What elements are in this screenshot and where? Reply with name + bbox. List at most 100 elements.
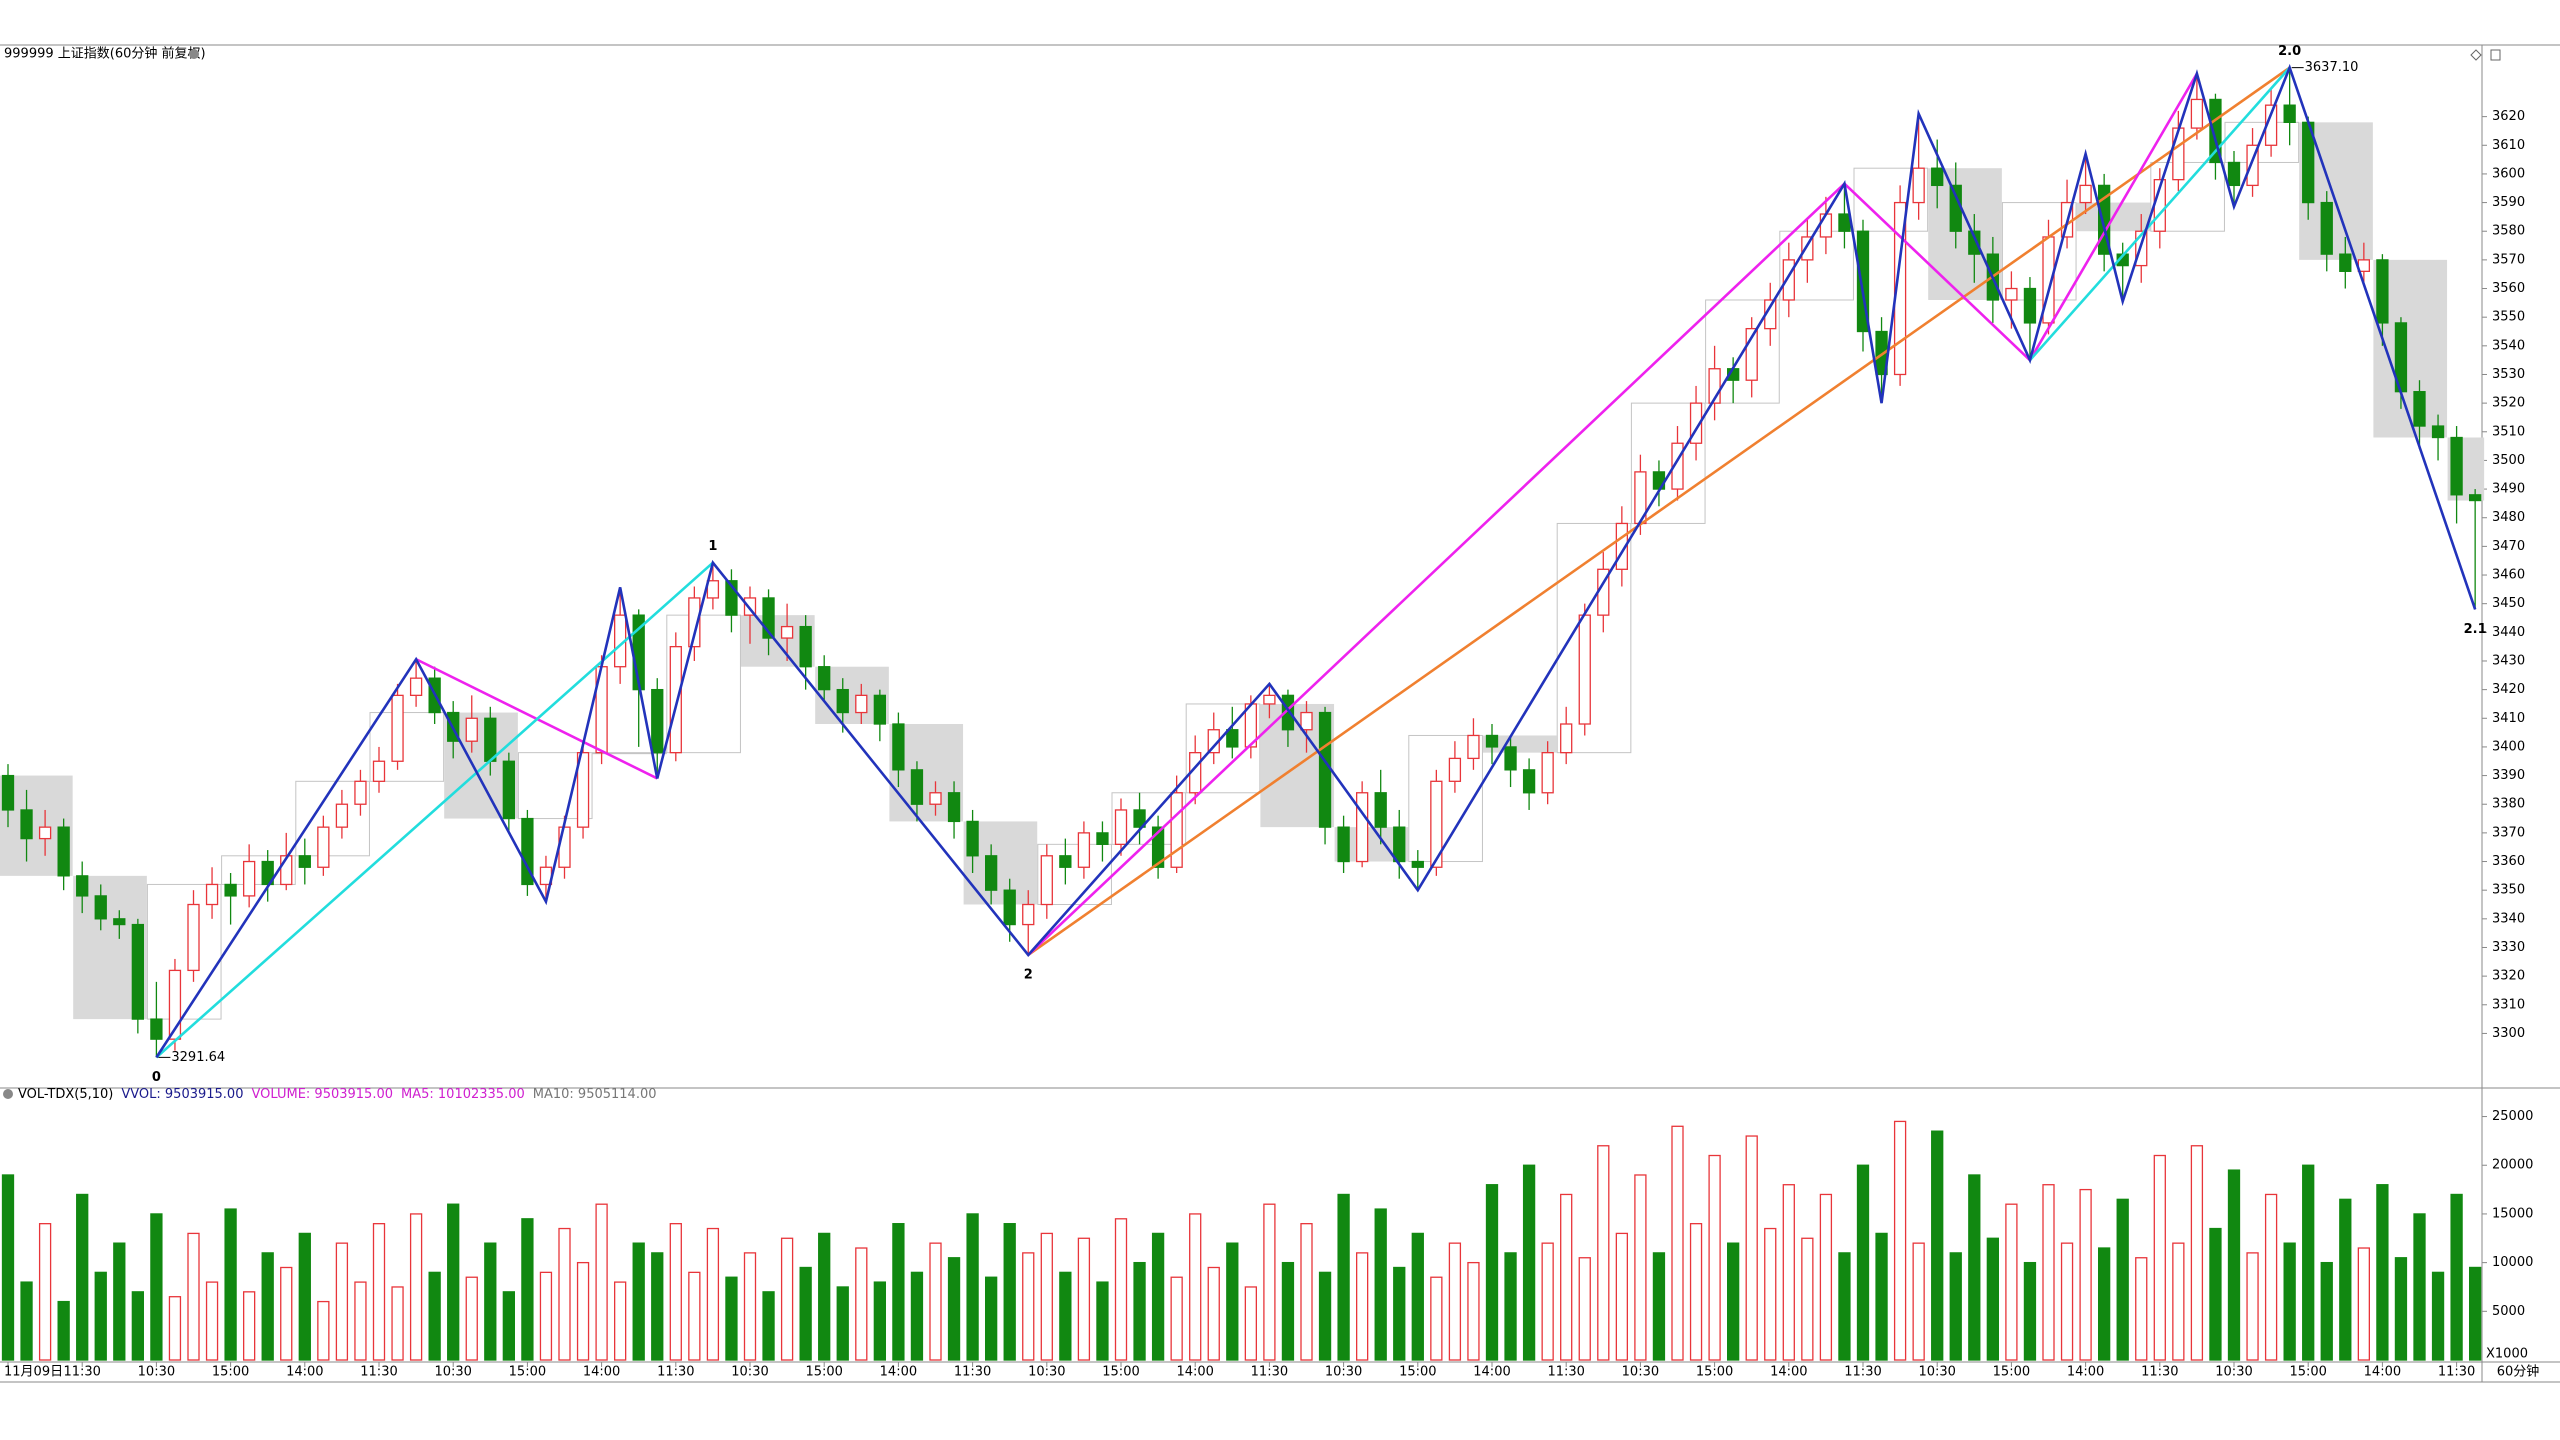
y-tick-label: 3500 (2492, 453, 2525, 468)
volume-bar (131, 1291, 145, 1361)
volume-bar (1745, 1135, 1758, 1361)
candle-body (1968, 230, 1981, 255)
y-tick-label: 3590 (2492, 195, 2525, 210)
candle-body (242, 860, 256, 897)
x-tick-label: 14:00 (2067, 1365, 2104, 1380)
pivot-label: 1 (708, 539, 717, 554)
volume-bar (1597, 1145, 1610, 1361)
volume-bar (1337, 1193, 1350, 1361)
candle-body (855, 694, 868, 714)
volume-bar (2357, 1247, 2371, 1361)
period-box (666, 614, 741, 754)
title-icon[interactable] (189, 49, 199, 59)
candle-body (335, 803, 349, 828)
y-tick-label: 3520 (2492, 396, 2525, 411)
candle-body (1040, 855, 1053, 906)
volume-bar (335, 1242, 349, 1361)
volume-bar (873, 1281, 886, 1361)
volume-bar (187, 1232, 200, 1361)
volume-bar (2227, 1169, 2241, 1361)
candle-body (929, 792, 942, 805)
volume-tick-label: 5000 (2492, 1304, 2525, 1319)
candle-body (725, 580, 738, 616)
candle-body (484, 717, 497, 762)
y-tick-label: 3610 (2492, 138, 2525, 153)
volume-bar (780, 1237, 794, 1361)
candle-body (1448, 757, 1462, 782)
window-icon[interactable] (2490, 49, 2501, 61)
volume-bar (317, 1300, 330, 1361)
candle-body (2227, 161, 2241, 187)
candle-body (2413, 391, 2426, 427)
volume-bar (1040, 1232, 1053, 1361)
candle-body (892, 723, 905, 771)
pivot-label: 2.0 (2278, 44, 2301, 59)
y-tick-label: 3340 (2492, 911, 2525, 926)
candle-body (576, 752, 590, 828)
volume-bar (632, 1242, 645, 1361)
y-tick-label: 3380 (2492, 797, 2525, 812)
x-tick-label: 10:30 (138, 1365, 175, 1380)
period-box (1408, 734, 1483, 863)
candle-body (1522, 769, 1536, 794)
candle-body (1281, 694, 1295, 731)
price-label: 3291.64 (171, 1050, 225, 1065)
pivot-label: 2.1 (2464, 622, 2487, 637)
volume-icon[interactable] (3, 1089, 13, 1099)
volume-bar (224, 1208, 237, 1361)
chart-title: 999999 上证指数(60分钟 前复权) (4, 46, 206, 62)
volume-bar (354, 1281, 367, 1361)
candle-body (1745, 327, 1758, 381)
window-icon[interactable] (2470, 49, 2482, 61)
candle-body (372, 760, 386, 782)
y-tick-label: 3310 (2492, 997, 2525, 1012)
candle-body (799, 625, 812, 668)
volume-bar (2209, 1227, 2222, 1361)
candle-body (1689, 402, 1703, 444)
volume-bar (614, 1281, 627, 1361)
volume-bar (1170, 1276, 1183, 1361)
volume-bar (1764, 1227, 1777, 1361)
volume-bar (985, 1276, 998, 1361)
volume-header-item: MA10: 9505114.00 (533, 1087, 657, 1102)
y-tick-label: 3510 (2492, 424, 2525, 439)
volume-bar (113, 1242, 126, 1361)
candle-body (651, 688, 664, 754)
x-tick-label: 15:00 (509, 1365, 546, 1380)
volume-bar (799, 1266, 812, 1361)
volume-bar (1003, 1223, 1016, 1361)
candle-body (1893, 201, 1907, 376)
volume-bar (1968, 1174, 1981, 1361)
volume-bar (1875, 1232, 1888, 1361)
candle-body (780, 625, 794, 639)
volume-bar (1133, 1261, 1146, 1361)
candle-body (113, 918, 126, 926)
candle-body (558, 826, 571, 868)
candle-body (1393, 826, 1406, 863)
volume-bar (892, 1223, 905, 1361)
candle-body (2320, 201, 2333, 255)
x-tick-label: 11月09日 (4, 1365, 63, 1380)
candle-body (150, 1018, 163, 1040)
volume-bar (484, 1242, 497, 1361)
volume-bar (150, 1213, 163, 1361)
candle-body (131, 923, 145, 1020)
volume-bar (1226, 1242, 1239, 1361)
volume-bar (1059, 1271, 1072, 1361)
candle-body (2431, 425, 2445, 439)
candle-body (521, 817, 534, 886)
volume-bar (2431, 1271, 2445, 1361)
x-tick-label: 15:00 (2289, 1365, 2326, 1380)
candle-body (57, 826, 70, 877)
candle-body (1615, 522, 1628, 570)
volume-bar (1986, 1237, 1999, 1361)
x-tick-label: 14:00 (1770, 1365, 1807, 1380)
volume-bar (1782, 1184, 1795, 1361)
volume-bar (1615, 1232, 1628, 1361)
candle-body (669, 646, 682, 754)
volume-bar (818, 1232, 831, 1361)
candle-body (1411, 860, 1424, 868)
candle-body (1318, 711, 1332, 828)
y-tick-label: 3430 (2492, 653, 2525, 668)
